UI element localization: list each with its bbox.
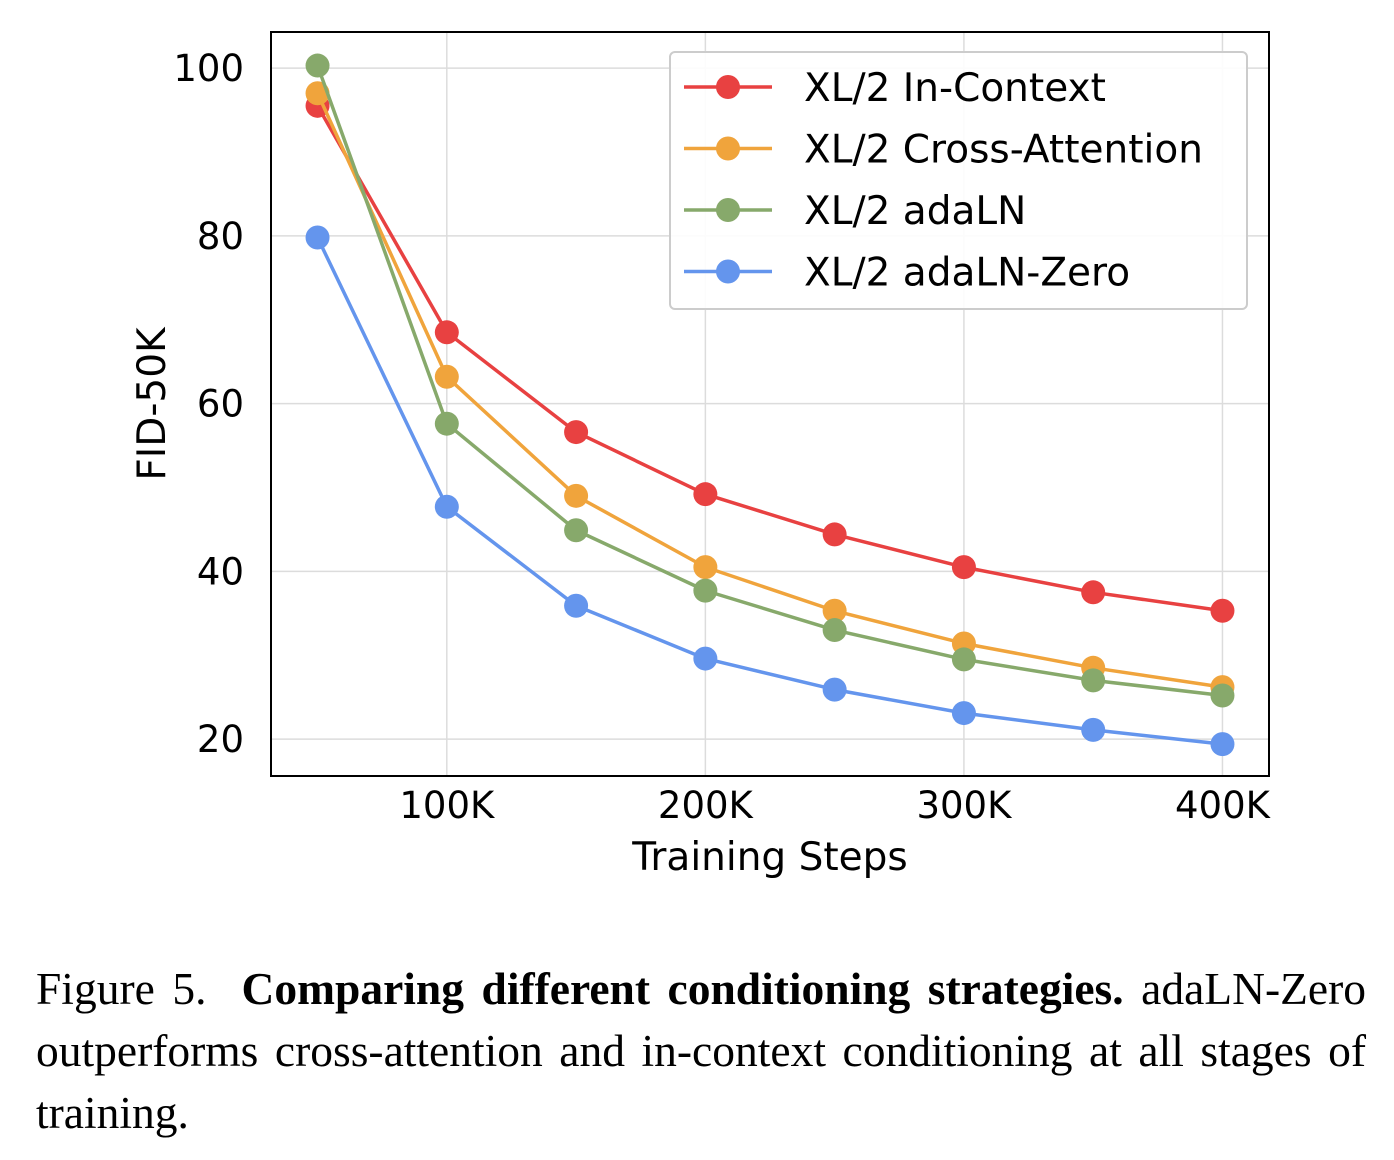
x-tick-label: 300K [916,784,1013,827]
series-line [315,64,1223,698]
y-tick-label: 60 [197,383,244,426]
data-point [1081,717,1106,742]
line-chart: 100K 200K 300K 400K 20 40 60 80 100 Training Ste… [130,31,1272,880]
legend-marker [716,198,740,222]
legend-label: XL/2 adaLN [804,189,1026,234]
series-lines [305,53,1235,757]
y-tick-label: 20 [197,718,244,761]
legend-label: XL/2 Cross-Attention [804,128,1203,173]
series-xl-2-in-context [305,93,1235,623]
chart: 100K 200K 300K 400K 20 40 60 80 100 Training Ste… [130,31,1272,880]
legend-box [669,51,1248,310]
legend-label: XL/2 In-Context [804,66,1106,111]
data-point [1081,668,1106,693]
data-point [951,647,976,672]
y-tick-label: 40 [197,550,244,593]
data-point [1081,580,1106,605]
data-point [822,618,847,643]
legend: XL/2 In-Context XL/2 Cross-Attention XL/2 … [669,51,1248,310]
caption-label: Figure 5. [36,963,207,1014]
data-point [564,593,589,618]
legend-label: XL/2 adaLN-Zero [804,251,1130,296]
data-point [693,578,718,603]
figure-caption: Figure 5. Comparing different conditioni… [36,958,1366,1144]
data-point [564,420,589,445]
data-point [305,225,330,250]
data-point [434,494,459,519]
tick-labels: 100K 200K 300K 400K 20 40 60 80 100 [173,47,1271,827]
legend-item: XL/2 In-Context [684,66,1106,111]
series-line [315,236,1223,746]
series-xl-2-adaln-zero [305,225,1235,757]
data-point [822,522,847,547]
series-xl-2-cross-attention [305,81,1235,700]
y-axis-label: FID-50K [130,326,175,481]
data-point [564,518,589,543]
legend-item: XL/2 adaLN-Zero [684,251,1130,296]
legend-marker [716,136,740,161]
plot-frame [270,31,1270,777]
data-point [1210,683,1235,708]
series-line [316,104,1223,613]
data-point [951,701,976,726]
data-point [951,555,976,580]
data-point [305,53,330,78]
legend-marker [716,75,740,99]
x-axis-label: Training Steps [631,835,907,880]
series-xl-2-adaln [305,53,1235,708]
data-point [434,364,459,389]
legend-marker [716,259,740,284]
legend-item: XL/2 Cross-Attention [684,128,1203,173]
x-tick-label: 400K [1175,784,1272,827]
x-tick-label: 100K [399,784,496,827]
data-point [693,482,718,507]
data-point [434,320,459,345]
data-point [822,677,847,702]
caption-text: adaLN-Zero outperforms cross-attention a… [36,963,1367,1138]
data-point [564,483,589,508]
data-point [1210,732,1235,757]
y-tick-label: 80 [197,215,244,258]
data-point [822,598,847,623]
caption-bold-title: Comparing different conditioning strateg… [241,963,1124,1014]
legend-item: XL/2 adaLN [684,189,1026,234]
x-tick-label: 200K [658,784,755,827]
data-point [693,646,718,671]
data-point [434,411,459,436]
y-tick-label: 100 [173,47,244,90]
data-point [693,555,718,580]
series-line [315,92,1223,689]
data-point [1210,598,1235,623]
